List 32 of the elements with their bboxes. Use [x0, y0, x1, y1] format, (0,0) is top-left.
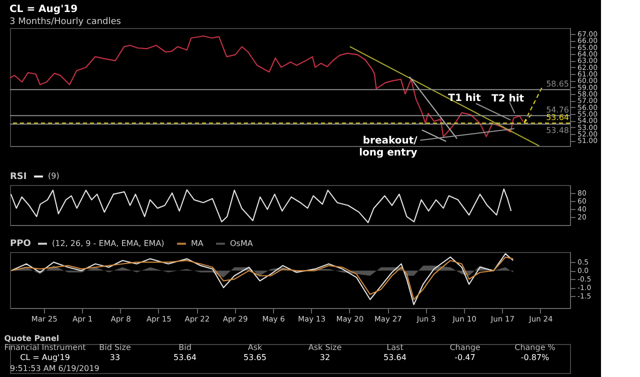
- text: -0.87%: [520, 353, 550, 362]
- chart-subtitle: 3 Months/Hourly candles: [10, 17, 122, 27]
- text: -0.47: [454, 353, 476, 362]
- legend-label: MA: [191, 238, 204, 248]
- legend-label: OsMA: [230, 238, 254, 248]
- category-label: Last: [386, 343, 404, 352]
- category-label: Bid: [178, 343, 192, 352]
- text: 53.64: [174, 353, 196, 362]
- category-label: Change: [450, 343, 480, 352]
- text: 53.65: [244, 353, 266, 362]
- category-label: Change %: [514, 343, 556, 352]
- annotation: T2 hit: [491, 93, 524, 104]
- text: 32: [320, 353, 330, 362]
- category-label: Bid Size: [99, 343, 131, 352]
- category-label: Financial Instrument: [4, 343, 86, 352]
- ref-line-label: 54.76: [546, 106, 569, 115]
- annotation: T1 hit: [448, 93, 481, 104]
- legend-label: (12, 26, 9 - EMA, EMA, EMA): [52, 238, 164, 248]
- text: 33: [110, 353, 120, 362]
- text: 9:51:53 AM 6/19/2019: [10, 364, 100, 373]
- annotation: breakout/ long entry: [359, 136, 418, 159]
- chart-title: CL = Aug'19: [10, 4, 78, 15]
- legend-title: RSI: [10, 172, 27, 182]
- text: Quote Panel: [4, 334, 60, 343]
- category-label: Ask Size: [308, 343, 342, 352]
- text: CL = Aug'19: [20, 353, 70, 362]
- legend-title: PPO: [10, 239, 32, 249]
- legend-label: (9): [48, 172, 60, 180]
- text: 53.64: [384, 353, 406, 362]
- ref-line-label: 58.65: [546, 80, 569, 89]
- ref-line-label: 53.48: [546, 126, 569, 136]
- category-label: Ask: [248, 343, 262, 352]
